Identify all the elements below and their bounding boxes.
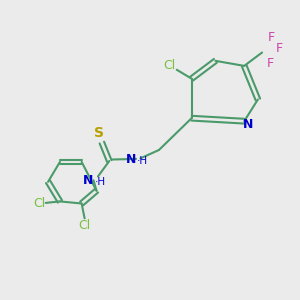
- Text: F: F: [267, 57, 274, 70]
- Text: ·H: ·H: [94, 177, 106, 187]
- Text: N: N: [83, 174, 94, 187]
- Text: F: F: [276, 42, 283, 55]
- Text: N: N: [243, 118, 253, 130]
- Text: ·H: ·H: [137, 156, 148, 166]
- Text: Cl: Cl: [34, 197, 46, 210]
- Text: S: S: [94, 126, 104, 140]
- Text: Cl: Cl: [163, 59, 176, 72]
- Text: F: F: [267, 31, 274, 44]
- Text: Cl: Cl: [79, 219, 91, 232]
- Text: N: N: [126, 153, 136, 166]
